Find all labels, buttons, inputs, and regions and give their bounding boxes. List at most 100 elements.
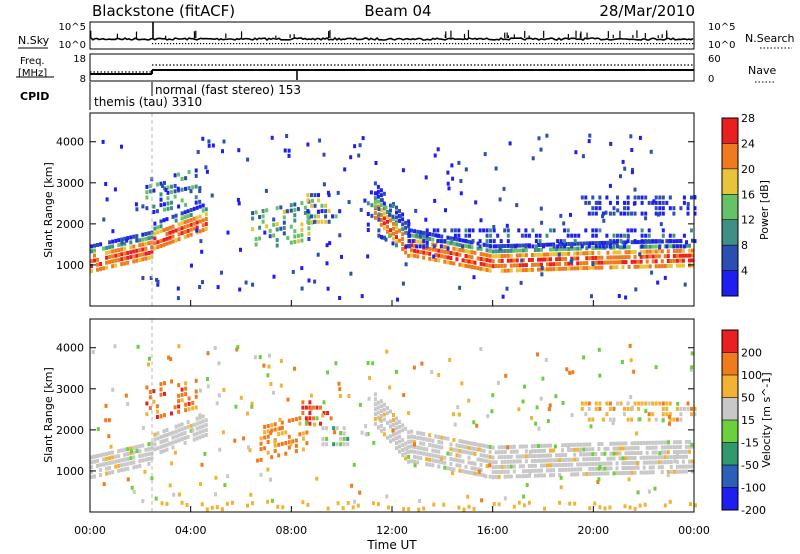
nsearch-dot [575,43,577,45]
velocity-cell [382,432,386,437]
nsearch-dot [158,43,160,45]
velocity-cell [669,465,673,469]
power-cell [377,217,381,222]
velocity-noise-cell [358,402,362,407]
velocity-cell [379,428,383,433]
nsearch-dot [320,43,322,45]
velocity-cell [147,457,151,461]
power-cell [410,243,414,248]
velocity-cell [630,465,634,470]
x-tick-label: 20:00 [577,524,609,537]
power-cell [587,244,591,249]
velocity-cell [663,503,667,508]
velocity-cell [479,448,483,453]
power-noise-cell [366,254,370,259]
velocity-cell [301,436,305,441]
velocity-cell [160,501,164,506]
velocity-noise-cell [611,421,615,426]
velocity-cell [461,449,465,454]
velocity-cell [123,452,127,457]
velocity-cell [618,446,622,451]
power-noise-cell [621,159,625,164]
velocity-cell [576,447,580,452]
velocity-cell [639,470,643,475]
velocity-cell [681,459,685,464]
power-cell [428,246,432,251]
velocity-cell [431,438,435,443]
velocity-cell [488,474,492,479]
velocity-noise-cell [644,409,648,414]
nsearch-dot [614,43,616,45]
velocity-noise-cell [636,490,640,495]
velocity-noise-cell [126,401,130,406]
velocity-cell [165,501,169,506]
velocity-noise-cell [503,496,507,501]
power-cell [492,244,496,249]
velocity-cell [449,442,453,447]
velocity-cell [540,463,543,468]
velocity-noise-cell [506,445,510,450]
power-cell [691,248,694,253]
velocity-noise-cell [559,485,563,490]
velocity-noise-cell [598,465,602,469]
power-cell [108,250,112,255]
velocity-cell [627,456,631,461]
power-cell [135,258,139,263]
power-cell [668,206,672,211]
power-cell [373,211,377,215]
velocity-cell [606,461,610,466]
power-cell [654,211,658,216]
power-cell [251,216,255,221]
power-cell [457,228,461,233]
velocity-cell [111,450,115,455]
power-cell [261,214,265,219]
cpid-mode-themis: themis (tau) 3310 [94,95,202,109]
velocity-cell [410,449,414,454]
power-cell [479,252,483,256]
velocity-cell [449,462,453,466]
power-cell [605,195,609,200]
velocity-cell [416,455,420,460]
velocity-cell [322,400,326,405]
velocity-cell [691,459,694,464]
power-cell [428,251,432,256]
power-noise-cell [531,156,535,161]
velocity-cell [155,404,159,409]
velocity-noise-cell [107,418,111,423]
velocity-noise-cell [200,462,204,467]
velocity-cell [376,400,380,405]
velocity-noise-cell [568,370,572,375]
velocity-cell [446,436,450,441]
velocity-cell [431,453,435,458]
power-noise-cell [616,208,620,213]
velocity-cell [153,447,157,452]
velocity-cell [582,462,586,467]
power-cell [186,209,190,214]
power-cell [573,246,577,251]
velocity-cell [518,459,522,464]
velocity-cell [195,431,199,436]
velocity-cell [582,442,586,447]
velocity-cell [624,466,628,471]
power-cell [506,233,510,238]
velocity-cell [270,428,274,433]
nsearch-dot [587,43,589,45]
velocity-cell [615,461,619,466]
power-cell [401,247,405,251]
power-cell [524,233,528,238]
velocity-cell [579,467,583,472]
velocity-cell [404,451,408,456]
power-cell [165,241,169,246]
power-cell [485,253,489,258]
velocity-cell [573,501,577,506]
power-cell [688,253,691,258]
velocity-cell [518,454,522,459]
power-cell [168,240,172,245]
power-cell [608,239,612,244]
power-cell [386,210,389,214]
power-cell [195,215,199,220]
velocity-cell [126,461,130,466]
velocity-cell [458,449,462,453]
velocity-cell [600,451,604,456]
power-cell [654,239,658,244]
